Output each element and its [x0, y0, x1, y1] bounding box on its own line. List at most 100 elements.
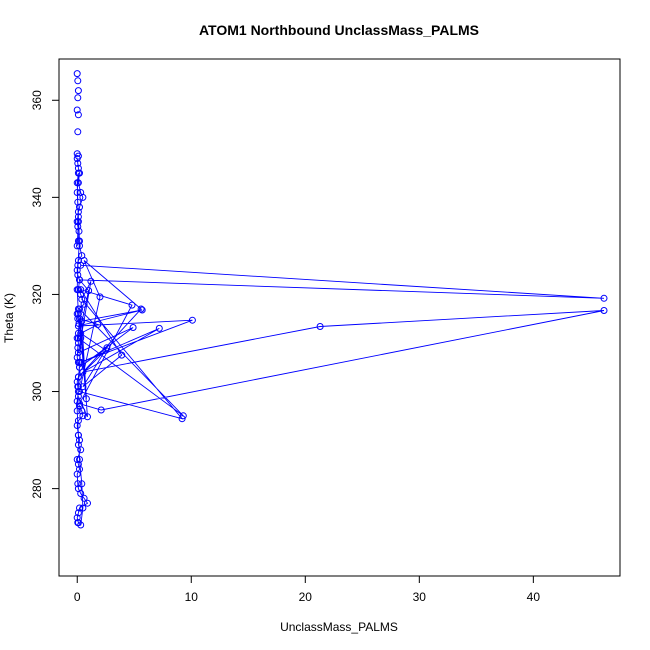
data-point — [73, 378, 81, 386]
data-point — [600, 307, 608, 314]
data-point — [79, 383, 87, 391]
data-point — [84, 499, 91, 507]
data-point — [138, 306, 146, 314]
data-point — [600, 294, 608, 302]
y-tick-label: 300 — [30, 381, 44, 401]
data-point — [77, 490, 85, 497]
data-point — [76, 276, 83, 284]
data-point — [74, 111, 82, 119]
data-point — [74, 208, 82, 216]
data-point — [74, 77, 82, 85]
chart-title: ATOM1 Northbound UnclassMass_PALMS — [199, 22, 479, 38]
data-point — [137, 305, 145, 313]
data-point — [73, 407, 81, 415]
x-tick-label: 10 — [185, 590, 199, 604]
data-point — [102, 346, 110, 354]
data-point — [78, 480, 86, 488]
data-point — [74, 94, 82, 102]
data-point — [79, 412, 87, 420]
data-point — [76, 504, 83, 512]
y-tick-label: 340 — [30, 187, 44, 207]
data-point — [74, 159, 82, 167]
data-point — [76, 242, 83, 250]
data-point — [74, 373, 82, 381]
data-point — [73, 242, 81, 250]
data-point — [78, 317, 86, 325]
data-point — [74, 349, 82, 357]
data-point — [73, 179, 81, 187]
data-point — [94, 321, 102, 328]
data-point — [74, 392, 82, 400]
data-point — [74, 480, 82, 488]
data-point — [76, 363, 83, 371]
data-point — [87, 277, 95, 285]
data-point — [73, 189, 81, 196]
data-point — [96, 293, 104, 301]
data-point — [74, 218, 82, 226]
data-point — [79, 504, 87, 512]
data-point — [128, 301, 136, 309]
data-point — [155, 324, 163, 332]
data-point — [76, 400, 83, 408]
data-point — [74, 87, 82, 95]
data-point — [74, 509, 82, 517]
x-tick-label: 30 — [413, 590, 427, 604]
data-point — [129, 324, 137, 331]
x-axis: 0 10 20 30 40 — [74, 575, 540, 604]
data-point — [80, 257, 88, 264]
plot-area — [73, 70, 608, 529]
data-point — [74, 198, 82, 206]
y-axis: 280 300 320 340 360 — [30, 90, 60, 499]
data-point — [73, 514, 81, 522]
data-point — [77, 261, 85, 269]
x-tick-label: 0 — [74, 590, 81, 604]
data-point — [80, 494, 88, 502]
data-point — [74, 431, 82, 439]
data-point — [74, 152, 82, 160]
y-axis-label: Theta (K) — [2, 293, 16, 343]
data-point — [77, 329, 85, 337]
data-point — [73, 106, 81, 114]
data-point — [79, 193, 87, 201]
y-tick-label: 360 — [30, 90, 44, 110]
data-point — [77, 358, 85, 366]
data-point — [73, 70, 81, 78]
data-point — [74, 128, 82, 136]
data-point — [74, 344, 82, 352]
data-point — [76, 305, 83, 313]
data-point — [76, 388, 83, 395]
data-point — [76, 436, 83, 444]
data-point — [97, 406, 105, 414]
data-point — [188, 316, 196, 324]
data-point — [76, 203, 83, 211]
data-point — [77, 286, 85, 294]
data-point — [73, 422, 81, 429]
data-point — [178, 415, 186, 423]
data-point — [84, 413, 91, 421]
data-point — [82, 395, 90, 403]
y-tick-label: 280 — [30, 478, 44, 498]
data-point — [73, 266, 81, 274]
data-point — [79, 368, 87, 376]
data-point — [118, 351, 126, 359]
data-point — [316, 323, 324, 330]
data-point — [74, 519, 82, 527]
x-axis-label: UnclassMass_PALMS — [280, 620, 398, 634]
data-point — [74, 460, 82, 468]
data-point — [85, 287, 93, 295]
data-point — [76, 315, 83, 323]
data-point — [77, 446, 85, 454]
data-point — [74, 271, 82, 279]
data-point — [74, 383, 82, 391]
data-point — [74, 223, 82, 230]
data-point — [78, 295, 86, 303]
y-tick-label: 320 — [30, 284, 44, 304]
data-point — [75, 227, 83, 235]
data-point — [74, 417, 82, 425]
data-point — [73, 456, 81, 463]
data-point — [74, 322, 82, 330]
data-point — [74, 169, 82, 177]
data-point — [73, 470, 81, 478]
